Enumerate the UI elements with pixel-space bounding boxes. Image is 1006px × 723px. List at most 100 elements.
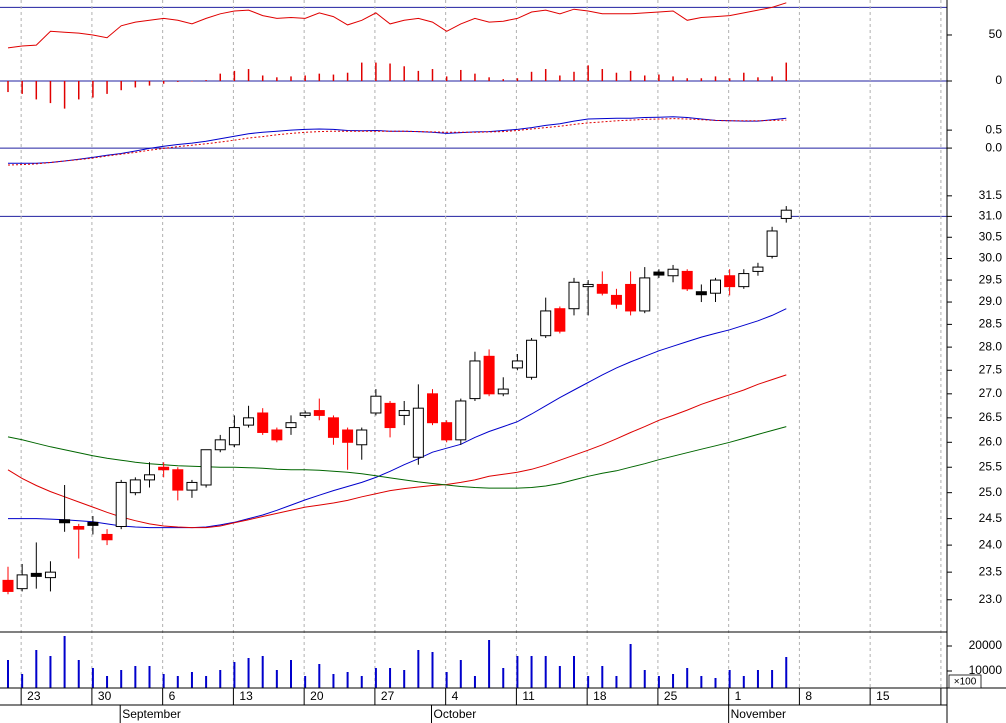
x-tick-label: 30 xyxy=(98,689,112,703)
bar xyxy=(587,65,589,82)
month-label: November xyxy=(731,707,786,721)
y-tick-label: 0.5 xyxy=(985,122,1002,136)
bar xyxy=(346,72,349,82)
bar xyxy=(261,656,264,688)
candle-body xyxy=(526,339,538,378)
bar xyxy=(205,80,207,82)
bar xyxy=(756,670,759,688)
bar xyxy=(615,676,618,688)
bar xyxy=(403,66,405,82)
bar xyxy=(488,77,490,82)
candle-body xyxy=(59,519,71,524)
y-tick-label: 0 xyxy=(995,73,1002,87)
y-tick-label: 27.0 xyxy=(979,386,1003,400)
candle-body xyxy=(384,402,396,429)
bar xyxy=(771,670,774,688)
candle-body xyxy=(724,275,736,288)
bar xyxy=(120,81,122,91)
candle-body xyxy=(568,281,580,310)
candle-body xyxy=(625,283,637,312)
month-label: September xyxy=(122,707,181,721)
candle-body xyxy=(257,412,269,433)
bar xyxy=(63,636,66,688)
candle-body xyxy=(540,310,552,337)
candle-body xyxy=(596,283,608,294)
series-line xyxy=(8,116,787,164)
bar xyxy=(162,674,165,688)
candle-body xyxy=(667,268,679,277)
bar xyxy=(290,76,292,82)
candle-body xyxy=(370,395,382,414)
x-tick-label: 23 xyxy=(27,689,41,703)
candle-body xyxy=(766,230,778,257)
series-line xyxy=(8,308,787,529)
candle-body xyxy=(780,209,792,219)
bar xyxy=(389,63,391,82)
bar xyxy=(587,676,590,688)
candle-body xyxy=(427,393,438,424)
bar xyxy=(417,650,420,688)
x-tick-label: 4 xyxy=(452,689,459,703)
x-tick-label: 8 xyxy=(805,689,812,703)
bar xyxy=(77,660,80,688)
y-tick-label: 23.0 xyxy=(979,592,1003,606)
bar xyxy=(134,81,137,88)
candle-body xyxy=(200,449,212,486)
candle-body xyxy=(299,412,311,416)
y-tick-label: 25.0 xyxy=(979,485,1003,499)
bar xyxy=(304,676,307,688)
candle-body xyxy=(73,526,85,530)
bar xyxy=(148,666,151,688)
series-line xyxy=(7,374,787,529)
x-tick-label: 22 xyxy=(947,689,961,703)
bar xyxy=(261,75,264,82)
candle-body xyxy=(483,355,495,395)
y-tick-label: 50 xyxy=(989,27,1003,41)
candle-body xyxy=(313,410,325,416)
candle-body xyxy=(695,291,707,296)
candle-body xyxy=(398,410,410,416)
candle-body xyxy=(285,422,297,429)
x-tick-label: 20 xyxy=(310,689,324,703)
x-tick-label: 27 xyxy=(381,689,395,703)
bar xyxy=(190,672,193,688)
candle-body xyxy=(243,417,255,426)
candle-body xyxy=(115,481,127,528)
candle-body xyxy=(214,439,226,451)
bar xyxy=(573,656,575,688)
bar xyxy=(743,72,745,82)
candle-body xyxy=(327,417,339,438)
candle-body xyxy=(653,271,665,276)
candle-body xyxy=(30,572,42,577)
candle-body xyxy=(554,308,566,332)
y-tick-label: 0.0 xyxy=(985,140,1002,154)
month-label: October xyxy=(434,707,477,721)
bar xyxy=(728,78,731,82)
bar xyxy=(191,81,193,82)
y-tick-label: 31.0 xyxy=(979,209,1003,223)
candle-body xyxy=(16,574,28,590)
unit-box xyxy=(948,674,982,689)
bar xyxy=(473,676,476,688)
y-tick-label: 30.5 xyxy=(979,229,1003,243)
candle-body xyxy=(186,481,198,491)
bar xyxy=(728,670,731,688)
bar xyxy=(459,660,462,688)
bar xyxy=(7,81,9,93)
bar xyxy=(233,662,236,688)
bar xyxy=(176,676,179,688)
y-tick-label: 20000 xyxy=(969,638,1003,652)
x-axis: 233061320274111825181522SeptemberOctober… xyxy=(20,688,961,723)
bar xyxy=(35,81,38,100)
candle-body xyxy=(228,427,240,446)
bar xyxy=(360,676,363,688)
y-tick-label: 31.5 xyxy=(979,188,1003,202)
x-tick-label: 6 xyxy=(169,689,176,703)
bar xyxy=(162,81,165,84)
bar xyxy=(332,74,335,82)
bar xyxy=(559,75,561,82)
y-tick-label: 29.0 xyxy=(979,294,1003,308)
bar xyxy=(106,81,108,94)
